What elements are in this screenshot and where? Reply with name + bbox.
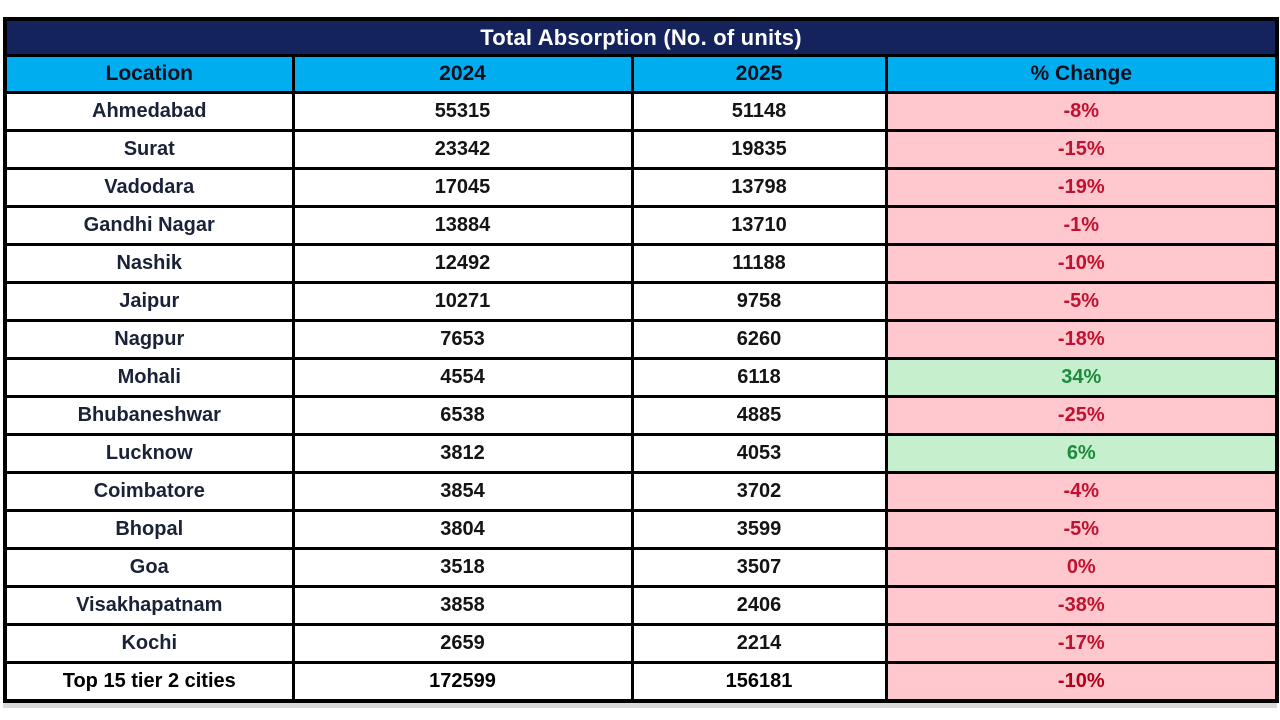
value-2025: 4885: [630, 395, 888, 436]
percent-change: -19%: [884, 167, 1279, 208]
value-2024: 2659: [291, 623, 634, 664]
table-row: Lucknow 3812 4053 6%: [3, 433, 1279, 474]
city-name: Vadodara: [3, 167, 295, 208]
value-2024: 7653: [291, 319, 634, 360]
value-2024: 23342: [291, 129, 634, 170]
value-2024: 6538: [291, 395, 634, 436]
percent-change: -1%: [884, 205, 1279, 246]
city-name: Surat: [3, 129, 295, 170]
table-title-row: Total Absorption (No. of units): [3, 17, 1279, 57]
value-2025: 9758: [630, 281, 888, 322]
value-2024: 13884: [291, 205, 634, 246]
column-header-2025: 2025: [630, 54, 888, 94]
percent-change: -8%: [884, 91, 1279, 132]
column-header-location: Location: [3, 54, 295, 94]
city-name: Coimbatore: [3, 471, 295, 512]
percent-change: 34%: [884, 357, 1279, 398]
city-name: Gandhi Nagar: [3, 205, 295, 246]
city-name: Bhubaneshwar: [3, 395, 295, 436]
city-name: Nagpur: [3, 319, 295, 360]
total-label: Top 15 tier 2 cities: [3, 661, 295, 703]
value-2024: 3854: [291, 471, 634, 512]
percent-change: -38%: [884, 585, 1279, 626]
value-2025: 19835: [630, 129, 888, 170]
city-name: Ahmedabad: [3, 91, 295, 132]
table-row: Kochi 2659 2214 -17%: [3, 623, 1279, 664]
value-2024: 55315: [291, 91, 634, 132]
table-row: Bhopal 3804 3599 -5%: [3, 509, 1279, 550]
value-2024: 4554: [291, 357, 634, 398]
value-2024: 3804: [291, 509, 634, 550]
value-2025: 13710: [630, 205, 888, 246]
value-2025: 6260: [630, 319, 888, 360]
value-2024: 10271: [291, 281, 634, 322]
table-row: Vadodara 17045 13798 -19%: [3, 167, 1279, 208]
table-row: Gandhi Nagar 13884 13710 -1%: [3, 205, 1279, 246]
value-2024: 12492: [291, 243, 634, 284]
value-2024: 3858: [291, 585, 634, 626]
value-2024: 3812: [291, 433, 634, 474]
city-name: Kochi: [3, 623, 295, 664]
percent-change: 6%: [884, 433, 1279, 474]
percent-change: -17%: [884, 623, 1279, 664]
city-name: Jaipur: [3, 281, 295, 322]
value-2025: 11188: [630, 243, 888, 284]
table-row: Nagpur 7653 6260 -18%: [3, 319, 1279, 360]
table-row: Jaipur 10271 9758 -5%: [3, 281, 1279, 322]
table-row: Visakhapatnam 3858 2406 -38%: [3, 585, 1279, 626]
value-2025: 51148: [630, 91, 888, 132]
value-2025: 3507: [630, 547, 888, 588]
value-2024: 17045: [291, 167, 634, 208]
table-row: Nashik 12492 11188 -10%: [3, 243, 1279, 284]
value-2024: 3518: [291, 547, 634, 588]
table-title: Total Absorption (No. of units): [3, 17, 1279, 57]
value-2025: 6118: [630, 357, 888, 398]
value-2025: 2214: [630, 623, 888, 664]
total-row: Top 15 tier 2 cities 172599 156181 -10%: [3, 661, 1279, 703]
city-name: Visakhapatnam: [3, 585, 295, 626]
column-header-percent-change: % Change: [884, 54, 1279, 94]
city-name: Mohali: [3, 357, 295, 398]
total-2025-value: 156181: [630, 661, 888, 703]
table-row: Coimbatore 3854 3702 -4%: [3, 471, 1279, 512]
city-name: Goa: [3, 547, 295, 588]
percent-change: -4%: [884, 471, 1279, 512]
city-name: Lucknow: [3, 433, 295, 474]
value-2025: 2406: [630, 585, 888, 626]
percent-change: 0%: [884, 547, 1279, 588]
absorption-table: Total Absorption (No. of units) Location…: [3, 17, 1280, 703]
column-header-2024: 2024: [291, 54, 634, 94]
percent-change: -18%: [884, 319, 1279, 360]
percent-change: -10%: [884, 243, 1279, 284]
table-row: Bhubaneshwar 6538 4885 -25%: [3, 395, 1279, 436]
value-2025: 4053: [630, 433, 888, 474]
table-row: Surat 23342 19835 -15%: [3, 129, 1279, 170]
total-percent-change: -10%: [884, 661, 1279, 703]
table-row: Goa 3518 3507 0%: [3, 547, 1279, 588]
table-header-row: Location 2024 2025 % Change: [3, 54, 1279, 94]
table-bottom-shadow: [3, 703, 1277, 708]
city-name: Bhopal: [3, 509, 295, 550]
value-2025: 3702: [630, 471, 888, 512]
percent-change: -5%: [884, 281, 1279, 322]
city-name: Nashik: [3, 243, 295, 284]
percent-change: -5%: [884, 509, 1279, 550]
value-2025: 13798: [630, 167, 888, 208]
table-row: Ahmedabad 55315 51148 -8%: [3, 91, 1279, 132]
value-2025: 3599: [630, 509, 888, 550]
table-row: Mohali 4554 6118 34%: [3, 357, 1279, 398]
total-2024-value: 172599: [291, 661, 634, 703]
percent-change: -15%: [884, 129, 1279, 170]
percent-change: -25%: [884, 395, 1279, 436]
